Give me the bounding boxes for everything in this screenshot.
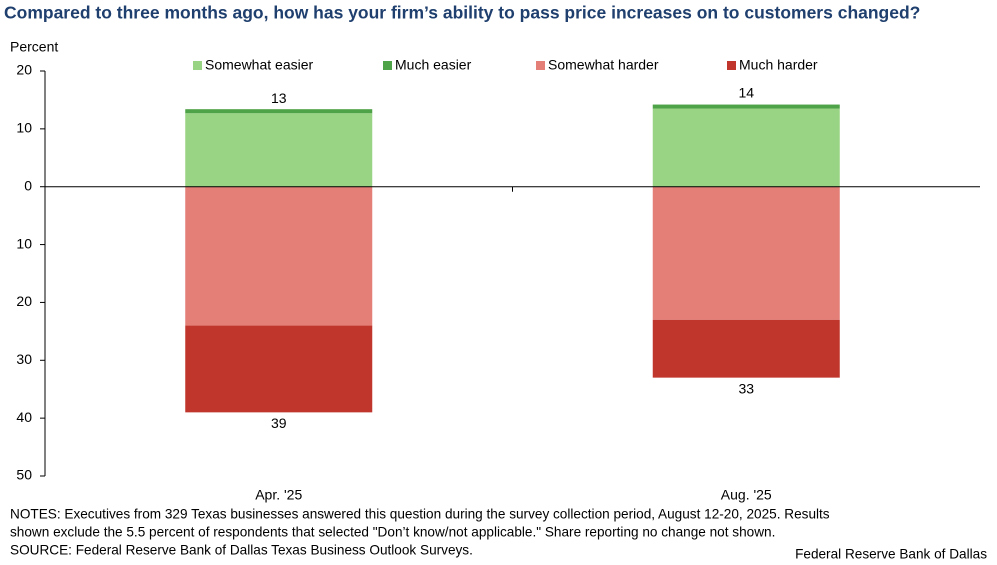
y-tick-label: 10 (16, 235, 32, 251)
bar-segment (185, 109, 373, 114)
legend-swatch (383, 61, 392, 70)
bar-segment (652, 104, 840, 109)
legend-label: Much harder (739, 57, 818, 73)
bar-segment (652, 186, 840, 320)
y-tick-label: 20 (16, 62, 32, 78)
y-tick-label: 0 (24, 177, 32, 193)
y-tick-label: 40 (16, 409, 32, 425)
total-label: 14 (738, 84, 754, 100)
y-axis-label: Percent (10, 39, 58, 55)
total-label: 13 (271, 90, 287, 106)
y-tick-label: 30 (16, 351, 32, 367)
bar-segment (652, 108, 840, 187)
total-label: 39 (271, 415, 287, 431)
chart-title: Compared to three months ago, how has yo… (4, 3, 920, 23)
x-tick-label: Aug. '25 (721, 487, 772, 503)
note: shown exclude the 5.5 percent of respond… (10, 525, 775, 540)
bar-segment (185, 325, 373, 413)
legend-swatch (536, 61, 545, 70)
total-label: 33 (738, 380, 754, 396)
legend-label: Somewhat harder (548, 57, 659, 73)
note: NOTES: Executives from 329 Texas busines… (10, 507, 830, 522)
y-tick-label: 20 (16, 293, 32, 309)
legend-label: Much easier (395, 57, 472, 73)
bar-segment (185, 186, 373, 326)
legend-swatch (193, 61, 202, 70)
legend-swatch (727, 61, 736, 70)
y-tick-label: 50 (16, 467, 32, 483)
credit: Federal Reserve Bank of Dallas (795, 547, 987, 562)
y-tick-label: 10 (16, 120, 32, 136)
source: SOURCE: Federal Reserve Bank of Dallas T… (10, 543, 473, 558)
legend-label: Somewhat easier (205, 57, 314, 73)
bar-segment (652, 319, 840, 378)
x-tick-label: Apr. '25 (255, 487, 302, 503)
bar-segment (185, 113, 373, 187)
